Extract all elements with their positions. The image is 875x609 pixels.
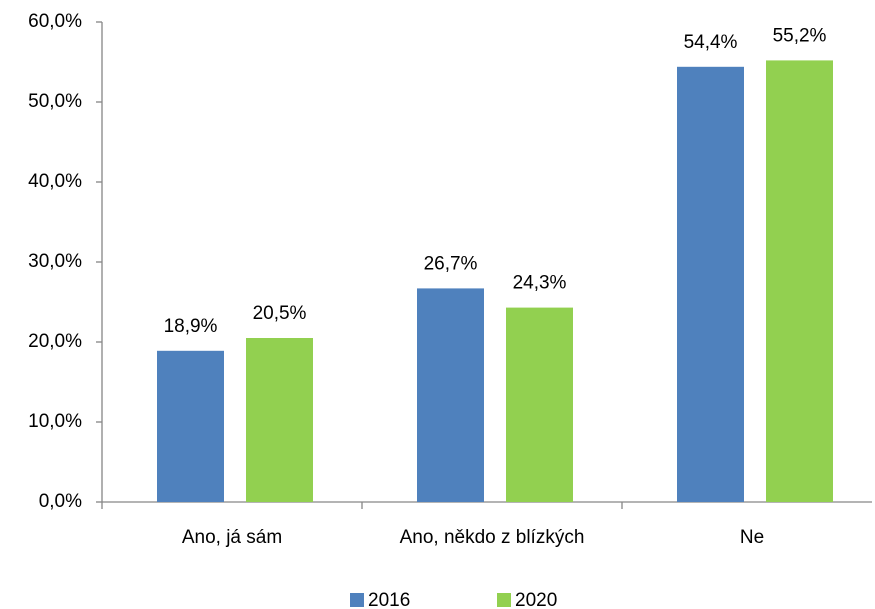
legend-label: 2016 xyxy=(368,590,410,609)
value-label: 54,4% xyxy=(684,32,738,53)
x-tick-label: Ano, někdo z blízkých xyxy=(400,527,585,548)
y-tick-label: 60,0% xyxy=(28,11,82,32)
value-label: 55,2% xyxy=(773,25,827,46)
x-tick-label: Ano, já sám xyxy=(182,527,282,548)
value-label: 24,3% xyxy=(513,273,567,294)
x-tick-label: Ne xyxy=(740,527,764,548)
bar xyxy=(157,350,224,502)
y-tick-label: 30,0% xyxy=(28,251,82,272)
value-label: 20,5% xyxy=(253,303,307,324)
value-label: 26,7% xyxy=(424,253,478,274)
y-tick-label: 20,0% xyxy=(28,331,82,352)
bar xyxy=(417,288,484,502)
y-tick-label: 10,0% xyxy=(28,411,82,432)
y-tick-label: 50,0% xyxy=(28,91,82,112)
y-tick-label: 40,0% xyxy=(28,171,82,192)
bar xyxy=(506,307,573,502)
bar xyxy=(246,338,313,502)
value-label: 18,9% xyxy=(164,316,218,337)
bar xyxy=(766,60,833,503)
legend-swatch xyxy=(350,593,364,607)
bar xyxy=(677,66,744,503)
legend-swatch xyxy=(497,593,511,607)
legend-label: 2020 xyxy=(515,590,557,609)
y-tick-label: 0,0% xyxy=(39,491,82,512)
